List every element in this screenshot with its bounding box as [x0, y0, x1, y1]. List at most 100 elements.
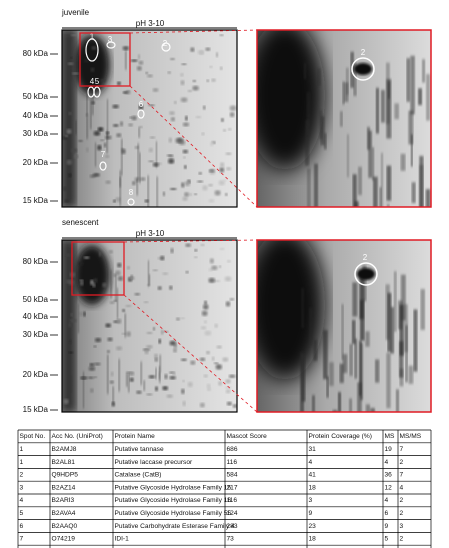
zoom-streak: [419, 164, 424, 207]
gel-spot: [83, 311, 86, 317]
table-cell: IDI-1: [115, 536, 130, 543]
gel-spot: [180, 317, 185, 320]
gel-spot: [78, 311, 85, 317]
gel-streak: [147, 175, 149, 207]
table-cell: O74219: [52, 536, 76, 543]
table-cell: 124: [227, 510, 238, 517]
gel-spot: [152, 327, 156, 331]
table-cell: 2: [400, 536, 404, 543]
gel-spot: [106, 350, 110, 353]
gel-streak: [106, 131, 108, 154]
table-cell: 3: [309, 497, 313, 504]
gel-spot: [173, 348, 177, 353]
gel-spot: [225, 389, 231, 394]
gel-spot: [188, 193, 192, 196]
gel-spot: [126, 331, 131, 337]
zoom-streak: [425, 189, 431, 207]
zoom-streak: [410, 55, 415, 115]
gel-spot: [125, 304, 132, 308]
zoom-streak: [380, 152, 384, 207]
gel-streak: [112, 386, 114, 404]
gel-spot: [129, 377, 134, 382]
gel-spot: [138, 60, 144, 65]
spot-label: 5: [95, 77, 100, 86]
zoom-streak: [411, 182, 416, 203]
gel-spot: [184, 192, 189, 197]
gel-spot: [145, 71, 148, 74]
gel-spot: [215, 364, 222, 370]
gel-spot: [169, 340, 177, 346]
gel-streak: [89, 99, 92, 130]
zoom-streak: [365, 331, 370, 347]
gel-spot: [208, 277, 216, 283]
gel-spot: [109, 301, 115, 304]
gel-streak: [128, 373, 130, 393]
gel-spot: [182, 400, 186, 407]
gel-frame: [61, 239, 238, 413]
spot-circle: [85, 38, 99, 62]
gel-streak: [62, 30, 76, 207]
gel-spot: [229, 112, 235, 118]
gel-spot: [148, 147, 153, 153]
zoom-streak: [353, 62, 357, 96]
gel-spot: [88, 366, 96, 371]
gel-spot: [232, 404, 237, 408]
gel-streak: [125, 50, 127, 70]
gel-spot: [192, 85, 199, 91]
table-cell: Catalase (CatB): [115, 472, 162, 479]
gel-spot: [223, 179, 227, 182]
zoom-streak: [404, 304, 408, 353]
zoom-streak: [342, 354, 348, 373]
gel-spot: [209, 65, 213, 68]
gel-streak: [86, 88, 88, 115]
gel-spot: [109, 380, 114, 384]
zoom-image: [257, 30, 431, 207]
gel-spot: [194, 193, 198, 196]
gel-spot: [154, 386, 159, 392]
gel-spot: [116, 318, 122, 324]
gel-spot: [68, 173, 72, 178]
zoom-streak: [373, 176, 378, 207]
gel-spot: [172, 371, 176, 376]
mw-label: 30 kDa: [23, 330, 49, 339]
gel-spot: [122, 91, 128, 94]
gel-spot: [67, 62, 74, 66]
gel-spot: [146, 393, 153, 396]
zoom-streak: [362, 265, 367, 302]
gel-spot: [219, 162, 225, 168]
zoom-box: [71, 241, 125, 296]
gel-streak: [106, 354, 109, 395]
table-cell: B2ARI3: [52, 497, 75, 504]
gel-spot: [208, 199, 215, 203]
gel-spot: [79, 279, 84, 282]
gel-frame: [61, 29, 238, 208]
mw-label: 80 kDa: [23, 257, 49, 266]
gel-spot: [207, 387, 211, 391]
gel-spot: [201, 132, 205, 136]
gel-spot: [226, 401, 232, 406]
gel-spot: [74, 154, 79, 159]
gel-spot: [219, 34, 224, 37]
gel-spot: [192, 80, 197, 82]
zoom-spot-circle: [351, 57, 375, 81]
ph-label: pH 3-10: [136, 19, 165, 28]
table-cell: 4: [309, 459, 313, 466]
gel-spot: [97, 127, 104, 132]
zoom-streak: [301, 354, 306, 402]
gel-spot: [205, 47, 211, 51]
gel-spot: [214, 190, 221, 196]
table-cell: 9: [385, 523, 389, 530]
zoom-spot-label: 2: [361, 48, 366, 57]
zoom-streak: [405, 325, 408, 383]
gel-streak: [121, 138, 123, 176]
zoom-frame: [256, 239, 432, 413]
zoom-streak: [408, 110, 414, 145]
gel-streak: [82, 371, 85, 409]
gel-spot: [195, 116, 202, 119]
zoom-streak: [301, 287, 305, 329]
table-cell: 19: [385, 446, 393, 453]
gel-spot: [169, 111, 175, 115]
gel-spot: [102, 282, 108, 288]
gel-spot: [180, 73, 184, 77]
